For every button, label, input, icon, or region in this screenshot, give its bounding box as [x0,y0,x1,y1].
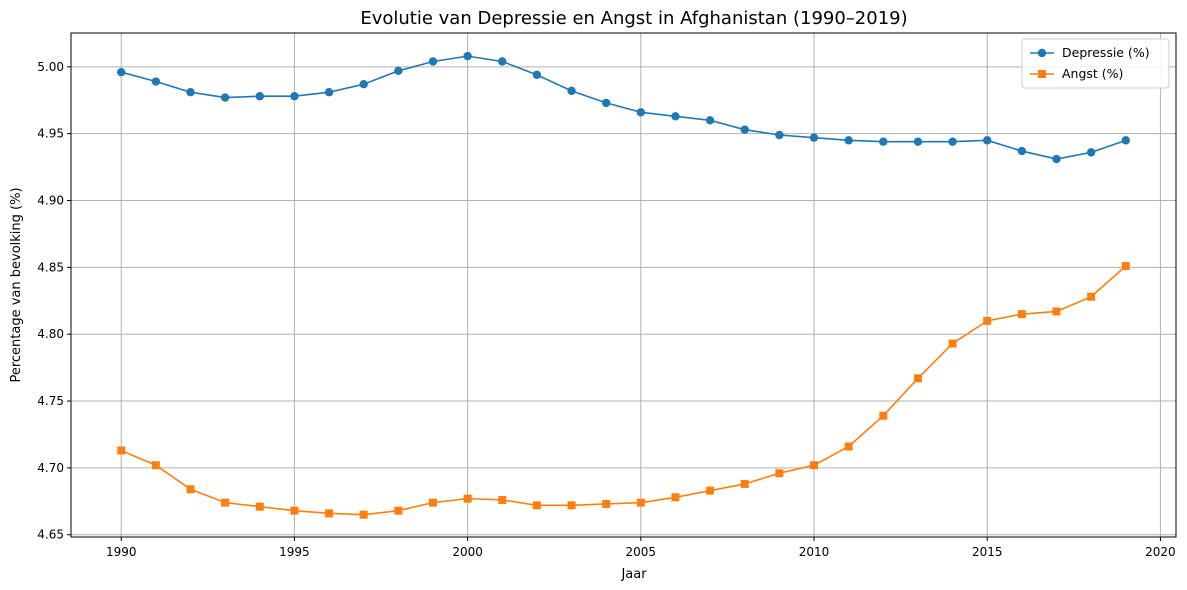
data-point [428,498,437,507]
data-point [290,92,299,101]
data-point [325,509,334,518]
data-point [1017,310,1026,319]
data-point [879,137,888,146]
data-point [220,93,230,102]
data-point [983,136,992,145]
x-axis-label: Jaar [620,567,647,582]
series-line-angst [120,265,1127,516]
series-line-depressie [121,55,1127,160]
data-point [532,501,541,510]
data-point [428,57,438,66]
legend-label: Depressie (%) [1062,45,1150,60]
data-point [879,411,888,420]
x-tick-label: 1995 [279,545,310,559]
data-point [636,108,646,117]
x-axis-ticks: 1990 1995 2000 2005 2010 2015 2020 [106,537,1176,559]
data-point [948,339,957,348]
data-point [567,501,576,510]
data-point [913,374,922,383]
grid [71,33,1176,537]
x-tick-label: 2015 [972,545,1003,559]
data-point [1052,154,1061,164]
data-point [1121,262,1130,271]
legend-box [1021,38,1170,89]
data-point [290,506,299,515]
y-tick-label: 4.70 [37,461,64,475]
y-tick-label: 4.80 [37,327,64,341]
data-point [498,495,507,504]
x-tick-label: 2020 [1145,545,1176,559]
legend-item-depressie: Depressie (%) [1030,45,1150,60]
legend-marker [1037,48,1047,58]
data-point [844,442,853,451]
y-tick-label: 4.95 [37,127,64,141]
data-point [1052,307,1061,316]
x-tick-label: 2010 [799,545,830,559]
x-tick-label: 2005 [626,545,657,559]
data-point [117,67,126,77]
data-point [775,469,784,478]
data-point [186,88,195,97]
y-tick-label: 4.75 [37,394,64,408]
data-point [810,461,819,470]
data-point [324,88,334,97]
y-tick-label: 4.85 [37,260,64,274]
data-point [1121,136,1130,145]
data-point [151,461,160,470]
legend-item-angst: Angst (%) [1030,66,1123,81]
data-point [463,494,472,503]
data-point [671,493,680,502]
y-axis-ticks: 4.65 4.70 4.75 4.80 4.85 4.90 4.95 5.00 [37,60,71,542]
data-point [463,51,472,61]
data-point [255,502,264,511]
data-point [221,498,230,507]
data-point [359,80,368,89]
data-point [1086,148,1096,157]
legend: Depressie (%) Angst (%) [1021,38,1170,89]
data-point [1017,146,1027,156]
data-point [636,498,645,507]
y-tick-label: 4.65 [37,528,64,542]
series-angst [117,262,1130,519]
plot-frame [70,32,1177,538]
data-point [844,136,853,145]
data-point [913,137,923,146]
data-point [671,112,680,121]
data-point [532,70,542,80]
data-point [602,499,611,508]
series-depressie [117,51,1130,164]
y-axis-label: Percentage van bevolking (%) [9,187,24,382]
data-point [394,66,403,76]
data-point [498,57,507,66]
data-point [705,116,715,125]
series-layer [117,51,1130,519]
legend-marker [1038,70,1046,78]
data-point [394,506,403,515]
chart-title: Evolutie van Depressie en Angst in Afgha… [360,8,907,29]
data-point [186,485,195,494]
data-point [706,486,715,495]
data-point [151,77,161,86]
data-point [775,130,784,140]
data-point [601,98,611,108]
data-point [740,125,749,134]
data-point [359,510,368,519]
data-point [983,316,992,325]
data-point [255,92,264,101]
data-point [740,479,749,488]
x-tick-label: 1990 [106,545,137,559]
x-tick-label: 2000 [452,545,483,559]
y-tick-label: 4.90 [37,194,64,208]
legend-label: Angst (%) [1062,66,1123,81]
y-tick-label: 5.00 [37,60,64,74]
data-point [948,137,957,146]
data-point [117,446,126,455]
data-point [809,133,819,142]
data-point [567,86,576,96]
data-point [1087,292,1096,301]
